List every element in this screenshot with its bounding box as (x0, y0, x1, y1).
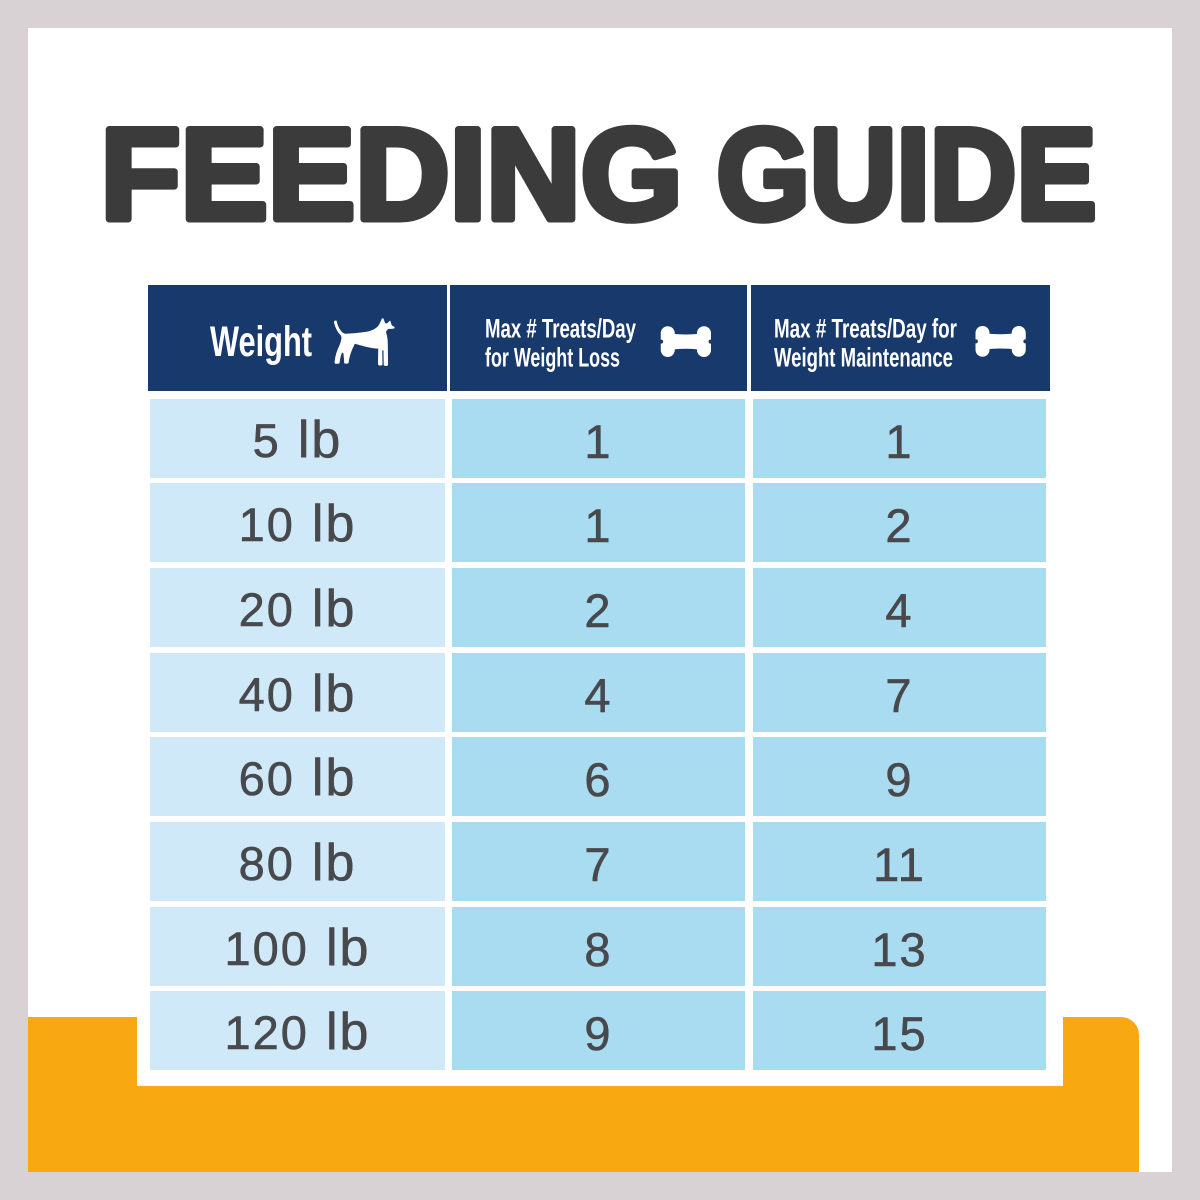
svg-text:FEEDING: FEEDING (101, 101, 683, 247)
svg-text:Weight: Weight (210, 318, 312, 366)
svg-text:Max # Treats/Day for: Max # Treats/Day for (774, 314, 957, 344)
svg-text:Weight Maintenance: Weight Maintenance (774, 343, 953, 373)
svg-text:GUIDE: GUIDE (717, 101, 1097, 247)
svg-text:for Weight Loss: for Weight Loss (485, 343, 620, 373)
svg-text:Max # Treats/Day: Max # Treats/Day (485, 314, 636, 344)
